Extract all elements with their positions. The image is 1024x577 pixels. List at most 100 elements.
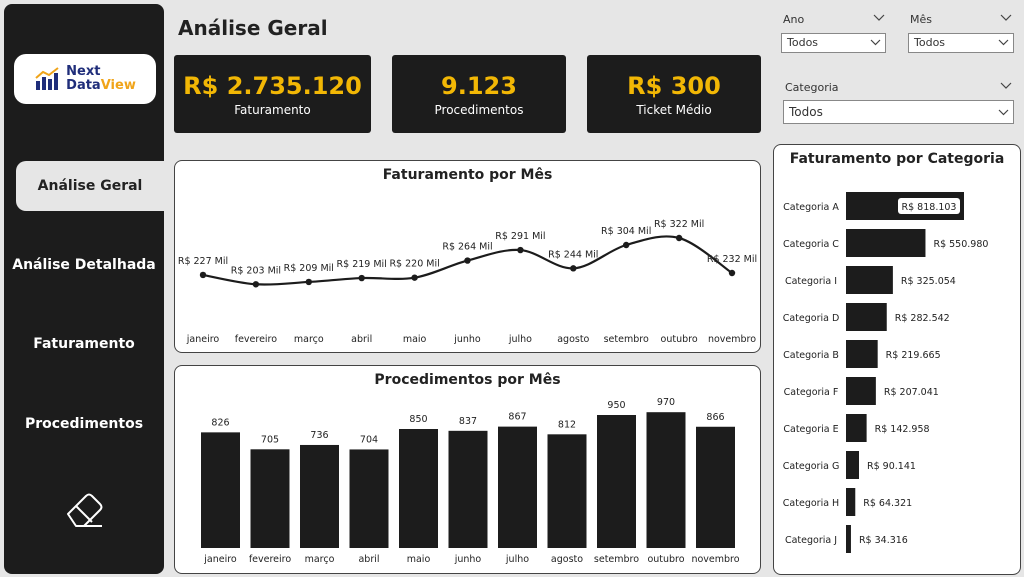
kpi-faturamento: R$ 2.735.120 Faturamento (174, 55, 371, 133)
nav-label: Procedimentos (24, 416, 144, 432)
bar (846, 488, 856, 516)
data-label: 970 (657, 397, 675, 408)
y-tick-label: Categoria G (783, 461, 840, 472)
y-tick-label: Categoria I (785, 276, 837, 287)
data-label: R$ 220 Mil (389, 259, 439, 270)
y-tick-label: Categoria B (783, 350, 839, 361)
data-label: R$ 34.316 (859, 535, 908, 546)
chevron-down-icon[interactable] (1000, 82, 1012, 90)
kpi-value: R$ 300 (627, 72, 721, 100)
nav-item-procedimentos[interactable]: Procedimentos (4, 399, 164, 449)
nav-label: Faturamento (33, 336, 135, 352)
y-tick-label: Categoria J (785, 535, 837, 546)
y-tick-label: Categoria H (783, 498, 839, 509)
data-label: R$ 244 Mil (548, 249, 598, 260)
data-label: R$ 203 Mil (231, 265, 281, 276)
bar (846, 229, 926, 257)
bar (846, 377, 876, 405)
bar (846, 340, 878, 368)
logo-text-data: Data (66, 78, 101, 93)
data-label-highlight (898, 198, 960, 214)
bar (448, 430, 488, 548)
chevron-down-icon[interactable] (1000, 14, 1012, 22)
data-label: 866 (706, 412, 724, 423)
data-label: R$ 219.665 (886, 350, 941, 361)
chart-title: Faturamento por Categoria (789, 151, 1005, 167)
filter-ano-select[interactable]: Todos (781, 33, 886, 53)
data-label: R$ 209 Mil (284, 263, 334, 274)
data-label: R$ 64.321 (863, 498, 912, 509)
y-tick-label: Categoria A (783, 202, 839, 213)
data-point (358, 274, 365, 282)
bar (300, 444, 339, 548)
x-tick-label: outubro (661, 334, 698, 345)
x-tick-label: abril (351, 334, 372, 345)
filter-ano-value: Todos (787, 36, 819, 49)
x-tick-label: abril (358, 554, 379, 565)
x-tick-label: junho (454, 554, 482, 565)
nav-item-analise-geral[interactable]: Análise Geral (16, 161, 164, 211)
y-tick-label: Categoria F (784, 387, 839, 398)
filter-categoria-select[interactable]: Todos (783, 100, 1014, 124)
x-tick-label: março (305, 554, 335, 565)
data-point (728, 269, 736, 277)
data-label: R$ 90.141 (867, 461, 916, 472)
chevron-down-icon (998, 39, 1009, 46)
logo: Next DataView (14, 54, 156, 104)
logo-text-view: View (100, 78, 136, 93)
x-tick-label: agosto (551, 554, 583, 565)
data-label: R$ 142.958 (875, 424, 930, 435)
x-tick-label: julho (508, 334, 532, 345)
data-label: R$ 818.103 (902, 202, 957, 213)
data-label: 704 (360, 434, 378, 445)
x-tick-label: agosto (557, 334, 589, 345)
bar (846, 414, 867, 442)
categoria-hbar-chart: Categoria A R$ 818.103 Categoria C R$ 550.9… (783, 192, 988, 553)
data-label: 705 (261, 434, 279, 445)
data-label: R$ 322 Mil (654, 219, 704, 230)
bar (547, 434, 587, 548)
data-point (675, 234, 683, 242)
bar (597, 415, 636, 548)
y-tick-label: Categoria D (783, 313, 840, 324)
faturamento-por-categoria-panel: Faturamento por Categoria Categoria A R$ … (773, 144, 1021, 575)
bar (201, 432, 240, 548)
x-tick-label: setembro (594, 554, 639, 565)
data-label: R$ 227 Mil (178, 256, 228, 267)
x-tick-label: fevereiro (235, 334, 278, 345)
data-label: R$ 282.542 (895, 313, 950, 324)
filter-categoria-value: Todos (789, 105, 823, 119)
chevron-down-icon[interactable] (873, 14, 885, 22)
chart-title: Faturamento por Mês (382, 167, 553, 183)
data-label: R$ 207.041 (884, 387, 939, 398)
procedimentos-por-mes-panel: Procedimentos por Mês 826 janeiro 705 fever… (174, 365, 761, 574)
x-tick-label: julho (505, 554, 529, 565)
bar (846, 303, 887, 331)
nav-item-faturamento[interactable]: Faturamento (4, 319, 164, 369)
data-label: 850 (409, 414, 427, 425)
data-label: R$ 291 Mil (495, 231, 545, 242)
x-tick-label: novembro (708, 334, 756, 345)
x-tick-label: fevereiro (249, 554, 292, 565)
nav-label: Análise Geral (37, 178, 143, 194)
kpi-label: Faturamento (234, 103, 311, 117)
bar-chart-logo-icon (35, 67, 59, 90)
data-label: R$ 550.980 (933, 239, 988, 250)
kpi-procedimentos: 9.123 Procedimentos (392, 55, 566, 133)
bar (349, 449, 389, 548)
filter-mes-select[interactable]: Todos (908, 33, 1014, 53)
eraser-icon[interactable] (62, 488, 106, 532)
data-point (305, 278, 312, 286)
data-point (517, 246, 524, 254)
filter-mes-value: Todos (914, 36, 946, 49)
kpi-label: Ticket Médio (636, 103, 712, 117)
data-label: R$ 264 Mil (442, 242, 492, 253)
kpi-ticket-medio: R$ 300 Ticket Médio (587, 55, 761, 133)
data-point (464, 257, 471, 264)
kpi-value: 9.123 (441, 72, 517, 100)
data-label: 826 (211, 417, 229, 428)
x-tick-label: março (294, 334, 324, 345)
bar (696, 426, 735, 548)
nav-item-analise-detalhada[interactable]: Análise Detalhada (4, 240, 164, 290)
filter-mes-label: Mês (910, 13, 932, 26)
